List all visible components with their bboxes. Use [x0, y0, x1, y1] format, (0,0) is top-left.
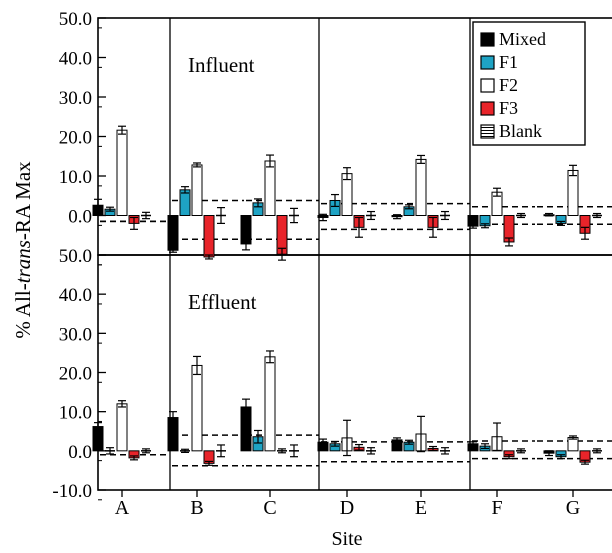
bar-f2-B [191, 364, 203, 452]
panel-title: Influent [188, 53, 255, 77]
x-tick-label: D [340, 497, 354, 519]
bars [92, 125, 602, 466]
bar-f3-B [203, 215, 215, 258]
y-tick-label: 10.0 [59, 403, 92, 424]
bar-f2-A [116, 403, 128, 452]
legend-label-f1: F1 [499, 52, 518, 72]
legend: Mixed F1 F2 F3 Blank [472, 21, 586, 146]
y-tick-label: 20.0 [59, 128, 92, 149]
panel-title: Effluent [188, 290, 257, 314]
legend-label-f3: F3 [499, 98, 518, 118]
legend-swatch-blank [480, 124, 495, 139]
y-tick-label: 0.0 [68, 207, 92, 228]
y-tick-label: 0.0 [68, 442, 92, 463]
panel-dividers [169, 18, 471, 490]
y-axis-label: % All-trans-RA Max [11, 161, 35, 339]
legend-swatch-f1 [480, 55, 495, 70]
x-axis-label: Site [331, 528, 362, 550]
panel-titles: Influent Effluent [188, 53, 257, 314]
bar-mixed-B [167, 215, 179, 251]
legend-swatch-f2 [480, 78, 495, 93]
bar-f2-A [116, 129, 128, 216]
y-tick-label: 40.0 [59, 285, 92, 306]
x-tick-label: B [190, 497, 203, 519]
x-tick-label: E [415, 497, 427, 519]
y-tick-label: 50.0 [59, 246, 92, 267]
x-tick-label: C [263, 497, 276, 519]
legend-swatch-mixed [480, 32, 495, 47]
y-tick-label: -10.0 [52, 481, 92, 502]
bar-f2-E [415, 158, 427, 217]
y-tick-label: 30.0 [59, 324, 92, 345]
legend-swatch-f3 [480, 101, 495, 116]
bar-f2-G [567, 169, 579, 216]
legend-label-mixed: Mixed [499, 29, 546, 49]
bar-f1-B [179, 189, 191, 216]
tick-labels: 50.0 40.0 30.0 20.0 10.0 0.0 50.0 40.0 30.0 20.0 1… [52, 9, 580, 519]
bar-f2-C [264, 356, 276, 452]
bar-f2-B [191, 164, 203, 217]
y-tick-label: 50.0 [59, 9, 92, 30]
bar-f2-C [264, 160, 276, 217]
x-tick-label: A [115, 497, 130, 519]
x-tick-label: G [566, 497, 580, 519]
legend-label-blank: Blank [499, 121, 542, 141]
panel-frame [97, 254, 612, 491]
y-tick-label: 40.0 [59, 49, 92, 70]
y-tick-label: 20.0 [59, 364, 92, 385]
y-tick-label: 10.0 [59, 167, 92, 188]
y-tick-label: 30.0 [59, 88, 92, 109]
legend-label-f2: F2 [499, 75, 518, 95]
x-tick-label: F [491, 497, 502, 519]
